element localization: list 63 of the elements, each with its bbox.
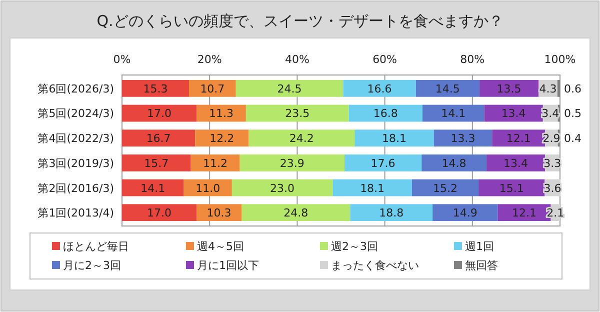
data-label: 23.5 bbox=[285, 107, 310, 120]
y-tick-label: 第2回(2016/3) bbox=[38, 182, 114, 195]
data-label: 14.8 bbox=[442, 156, 466, 170]
data-label: 15.1 bbox=[499, 182, 524, 195]
data-label: 16.8 bbox=[373, 107, 398, 120]
data-label: 11.2 bbox=[203, 156, 228, 170]
legend-label: 週2～3回 bbox=[331, 240, 378, 253]
legend-label: 月に2～3回 bbox=[63, 259, 121, 272]
data-label: 14.1 bbox=[140, 182, 166, 195]
y-tick-label: 第5回(2024/3) bbox=[38, 107, 114, 120]
data-label: 15.2 bbox=[432, 182, 458, 195]
data-label: 4.3 bbox=[539, 82, 557, 96]
x-tick-label: 40% bbox=[284, 53, 310, 66]
data-label: 0.4 bbox=[564, 132, 582, 146]
legend-label: まったく食べない bbox=[331, 259, 419, 272]
data-label: 13.4 bbox=[501, 107, 526, 120]
legend-label: 無回答 bbox=[465, 259, 498, 272]
y-tick-label: 第3回(2019/3) bbox=[38, 156, 114, 170]
legend-label: 月に1回以下 bbox=[197, 259, 259, 272]
data-label: 18.1 bbox=[382, 132, 406, 146]
data-label: 13.3 bbox=[450, 132, 476, 146]
data-label: 17.6 bbox=[370, 156, 396, 170]
chart-title: Q.どのくらいの頻度で、スイーツ・デザートを食べますか？ bbox=[96, 12, 504, 30]
data-label: 18.1 bbox=[360, 182, 385, 195]
data-label: 24.8 bbox=[284, 206, 308, 220]
data-label: 23.0 bbox=[270, 182, 295, 195]
y-tick-label: 第6回(2026/3) bbox=[38, 82, 114, 96]
data-label: 0.6 bbox=[564, 82, 582, 96]
data-label: 13.4 bbox=[504, 156, 528, 170]
data-label: 12.1 bbox=[506, 132, 531, 146]
y-tick-label: 第1回(2013/4) bbox=[38, 206, 114, 220]
data-label: 11.0 bbox=[196, 182, 220, 195]
x-tick-label: 80% bbox=[460, 53, 485, 66]
data-label: 17.0 bbox=[146, 107, 172, 120]
data-label: 15.7 bbox=[144, 156, 169, 170]
bar bbox=[557, 80, 560, 97]
data-label: 18.8 bbox=[379, 206, 404, 220]
legend-label: ほとんど毎日 bbox=[63, 240, 129, 253]
data-label: 11.3 bbox=[208, 107, 234, 120]
data-label: 0.5 bbox=[564, 107, 582, 120]
legend-label: 週1回 bbox=[465, 240, 494, 253]
data-label: 10.3 bbox=[206, 206, 232, 220]
data-label: 10.7 bbox=[200, 82, 225, 96]
data-label: 24.2 bbox=[289, 132, 314, 146]
x-tick-label: 20% bbox=[197, 53, 222, 66]
data-label: 23.9 bbox=[280, 156, 304, 170]
data-label: 12.2 bbox=[210, 132, 234, 146]
legend-label: 週4～5回 bbox=[197, 240, 244, 253]
data-label: 16.7 bbox=[146, 132, 171, 146]
data-label: 17.0 bbox=[146, 206, 172, 220]
data-label: 13.5 bbox=[496, 82, 522, 96]
data-label: 24.5 bbox=[277, 82, 302, 96]
data-label: 14.5 bbox=[435, 82, 460, 96]
data-label: 14.9 bbox=[452, 206, 478, 220]
data-label: 16.6 bbox=[367, 82, 392, 96]
data-label: 3.6 bbox=[544, 182, 562, 195]
data-label: 12.1 bbox=[512, 206, 537, 220]
x-tick-label: 0% bbox=[113, 53, 131, 66]
data-label: 15.3 bbox=[143, 82, 168, 96]
y-tick-label: 第4回(2022/3) bbox=[38, 132, 114, 146]
data-label: 14.1 bbox=[441, 107, 466, 120]
x-tick-label: 60% bbox=[372, 53, 398, 66]
x-tick-label: 100% bbox=[544, 53, 576, 66]
